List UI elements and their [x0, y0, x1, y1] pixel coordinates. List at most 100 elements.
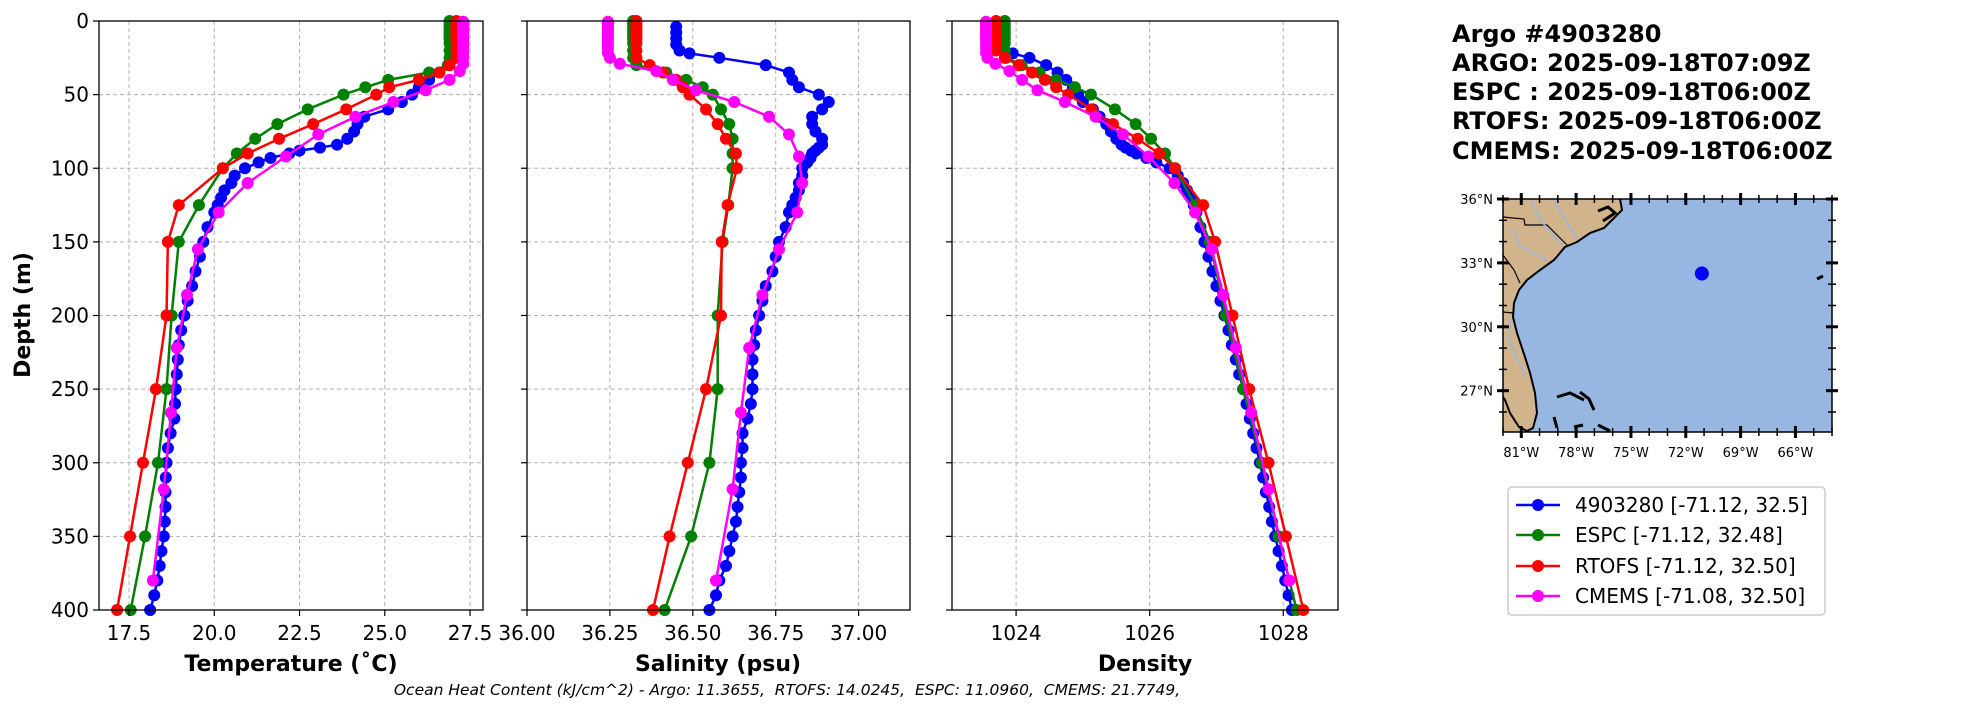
- data-point: [359, 81, 372, 94]
- data-point: [791, 206, 804, 219]
- data-point: [1026, 66, 1039, 79]
- data-point: [443, 59, 456, 72]
- y-tick-label: 50: [64, 83, 89, 107]
- data-point: [681, 456, 694, 469]
- data-point: [796, 176, 809, 189]
- data-point: [312, 128, 325, 141]
- data-point: [728, 95, 741, 108]
- data-point: [155, 545, 168, 558]
- data-point: [313, 141, 326, 154]
- data-point: [613, 57, 626, 70]
- data-point: [252, 156, 265, 169]
- y-tick-label: 400: [51, 598, 89, 622]
- data-point: [172, 199, 185, 212]
- data-point: [230, 147, 243, 160]
- data-point: [703, 456, 716, 469]
- title-float-id: Argo #4903280: [1452, 20, 1661, 48]
- data-point: [736, 442, 749, 455]
- map-bahamas: [1552, 274, 1824, 433]
- data-point: [700, 383, 713, 396]
- data-point: [782, 128, 795, 141]
- legend-marker-icon: [1532, 590, 1544, 602]
- data-point: [1262, 456, 1275, 469]
- title-block: Argo #4903280 ARGO: 2025-09-18T07:09Z ES…: [1452, 20, 1833, 165]
- data-point: [1245, 406, 1258, 419]
- x-tick-label: 1024: [991, 621, 1042, 645]
- data-point: [1168, 176, 1181, 189]
- data-point: [1050, 81, 1063, 94]
- map-outer-banks: [1597, 205, 1618, 223]
- legend-marker-icon: [1532, 529, 1544, 541]
- data-point: [443, 73, 456, 86]
- map-lon-label: 72°W: [1668, 446, 1704, 461]
- legend-item-1: ESPC [-71.12, 32.48]: [1516, 523, 1783, 547]
- series-4903280: [670, 20, 835, 616]
- x-tick-label: 27.5: [448, 621, 493, 645]
- data-point: [161, 235, 174, 248]
- data-point: [650, 65, 663, 78]
- data-point: [734, 471, 747, 484]
- data-point: [192, 199, 205, 212]
- data-point: [158, 515, 171, 528]
- map-lon-label: 81°W: [1503, 446, 1539, 461]
- density-axis-label: Density: [1098, 652, 1192, 677]
- data-point: [726, 530, 739, 543]
- title-espc-time: ESPC : 2025-09-18T06:00Z: [1452, 78, 1811, 106]
- data-point: [1023, 51, 1036, 64]
- data-point: [271, 118, 284, 131]
- data-point: [337, 88, 350, 101]
- data-point: [726, 483, 739, 496]
- data-point: [160, 383, 173, 396]
- data-point: [293, 144, 306, 157]
- data-point: [989, 57, 1002, 70]
- data-point: [307, 118, 320, 131]
- data-point: [170, 341, 183, 354]
- data-point: [331, 138, 344, 151]
- legend-item-0: 4903280 [-71.12, 32.5]: [1516, 493, 1808, 517]
- profile-panels: 17.5 20.0 22.5 25.0 27.5 0 50 100 150 200 250 300 35…: [51, 9, 1339, 645]
- x-tick-label: 25.0: [363, 621, 408, 645]
- data-point: [1131, 132, 1144, 145]
- data-point: [349, 110, 362, 123]
- argo-float-location-marker: [1694, 266, 1709, 281]
- data-point: [715, 235, 728, 248]
- data-point: [1038, 73, 1051, 86]
- data-point: [1012, 59, 1025, 72]
- panel-temperature-c: 17.5 20.0 22.5 25.0 27.5 0 50 100 150 200 250 300 35…: [51, 9, 492, 645]
- data-point: [673, 44, 686, 57]
- data-point: [172, 235, 185, 248]
- data-point: [666, 73, 679, 86]
- data-point: [1116, 128, 1129, 141]
- data-point: [756, 288, 769, 301]
- data-point: [160, 309, 173, 322]
- y-tick-label: 0: [76, 9, 89, 33]
- data-point: [1016, 73, 1029, 86]
- x-tick-label: 36.50: [664, 621, 721, 645]
- data-point: [729, 515, 742, 528]
- series-cmems: [601, 15, 809, 587]
- data-point: [249, 132, 262, 145]
- x-tick-label: 36.25: [581, 621, 638, 645]
- x-tick-label: 37.00: [830, 621, 887, 645]
- data-point: [153, 559, 166, 572]
- data-point: [782, 206, 795, 219]
- location-map: 81°W 78°W 75°W 72°W 69°W 66°W 36°N 33°N 30°N 27°N: [1460, 193, 1838, 461]
- legend-frame: [1507, 486, 1826, 616]
- data-point: [370, 88, 383, 101]
- data-point: [124, 530, 137, 543]
- data-point: [1031, 84, 1044, 97]
- data-point: [301, 103, 314, 116]
- data-point: [714, 309, 727, 322]
- data-point: [711, 383, 724, 396]
- legend-marker-icon: [1532, 560, 1544, 572]
- data-point: [383, 81, 396, 94]
- data-point: [746, 353, 759, 366]
- data-point: [730, 162, 743, 175]
- data-point: [1145, 132, 1158, 145]
- data-point: [139, 530, 152, 543]
- temperature-axis-label: Temperature (˚C): [184, 652, 397, 677]
- panel-salinity-psu: 36.00 36.25 36.50 36.75 37.00: [498, 15, 911, 645]
- x-tick-label: 20.0: [192, 621, 237, 645]
- data-point: [1129, 118, 1142, 131]
- data-point: [1084, 88, 1097, 101]
